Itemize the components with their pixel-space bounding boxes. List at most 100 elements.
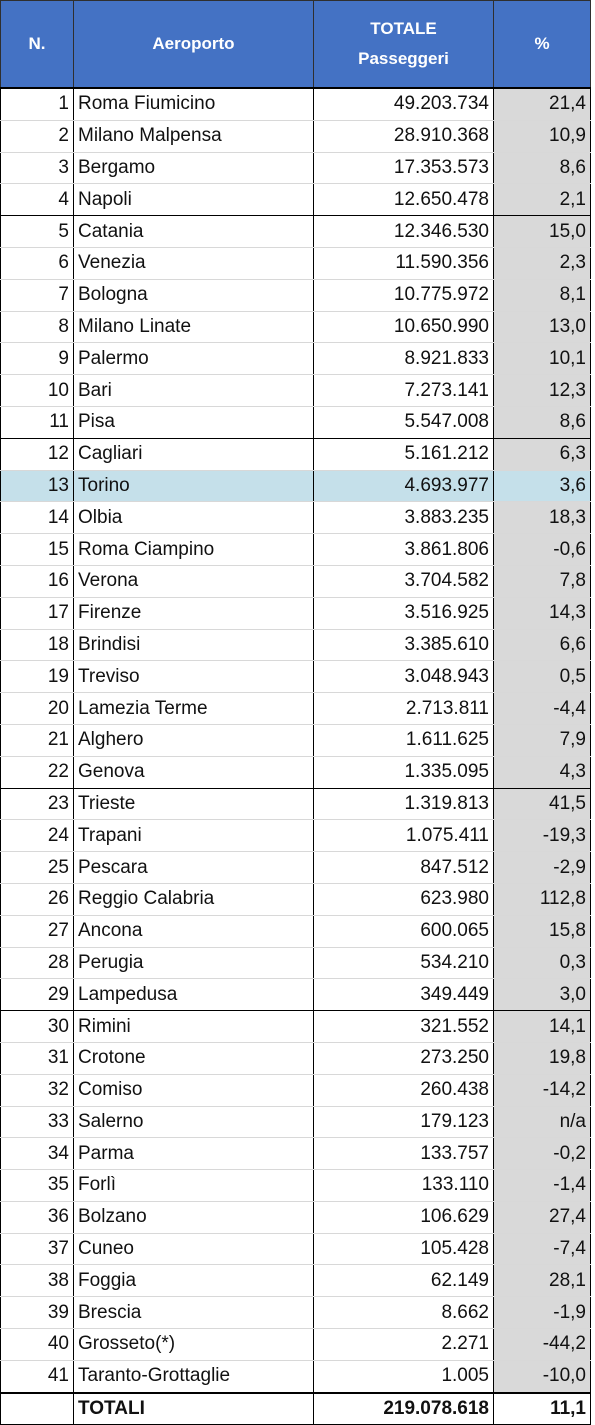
rank-cell: 17 [0,597,74,630]
passengers-cell: 17.353.573 [313,152,494,185]
passengers-cell: 49.203.734 [313,86,494,121]
passengers-cell: 534.210 [313,947,494,980]
percent-change-cell: 8,6 [493,406,591,439]
airport-name-cell: Bologna [73,279,314,312]
header-total-line2: Passeggeri [358,49,449,68]
passengers-cell: 3.048.943 [313,660,494,694]
percent-change-cell: -4,4 [493,692,591,725]
totals-rank-cell [0,1391,74,1425]
passengers-cell: 273.250 [313,1042,494,1075]
airport-name-cell: Palermo [73,342,314,376]
percent-change-cell: 6,3 [493,438,591,471]
percent-change-cell: -1,9 [493,1296,591,1330]
rank-cell: 31 [0,1042,74,1075]
airport-name-cell: Grosseto(*) [73,1328,314,1361]
passengers-cell: 133.757 [313,1137,494,1171]
percent-change-cell: 4,3 [493,756,591,789]
percent-change-cell: 15,0 [493,215,591,248]
passengers-cell: 3.516.925 [313,597,494,630]
table-row: 20 Lamezia Terme 2.713.811 -4,4 [0,692,591,725]
rank-cell: 37 [0,1233,74,1266]
percent-change-cell: 15,8 [493,915,591,948]
table-row: 40 Grosseto(*) 2.271 -44,2 [0,1328,591,1361]
rank-cell: 19 [0,660,74,694]
passengers-cell: 600.065 [313,915,494,948]
table-row: 21 Alghero 1.611.625 7,9 [0,724,591,757]
airport-name-cell: Venezia [73,247,314,280]
table-body: 1 Roma Fiumicino 49.203.734 21,4 2 Milano Mal… [0,86,591,1425]
table-row: 8 Milano Linate 10.650.990 13,0 [0,311,591,344]
passengers-cell: 11.590.356 [313,247,494,280]
table-row: 3 Bergamo 17.353.573 8,6 [0,152,591,185]
percent-change-cell: 14,3 [493,597,591,630]
percent-change-cell: 7,8 [493,565,591,598]
rank-cell: 29 [0,978,74,1012]
header-total-passengers: TOTALE Passeggeri [313,0,494,89]
percent-change-cell: 14,1 [493,1010,591,1043]
table-row: 5 Catania 12.346.530 15,0 [0,215,591,248]
totals-label-cell: TOTALI [73,1391,314,1425]
airport-name-cell: Reggio Calabria [73,883,314,916]
table-row: 27 Ancona 600.065 15,8 [0,915,591,948]
table-row: 41 Taranto-Grottaglie 1.005 -10,0 [0,1360,591,1394]
percent-change-cell: 112,8 [493,883,591,916]
percent-change-cell: 19,8 [493,1042,591,1075]
table-row: 10 Bari 7.273.141 12,3 [0,374,591,407]
airport-name-cell: Cuneo [73,1233,314,1266]
rank-cell: 14 [0,501,74,535]
airport-name-cell: Milano Linate [73,311,314,344]
header-row: N. Aeroporto TOTALE Passeggeri % [0,0,591,89]
rank-cell: 34 [0,1137,74,1171]
airport-name-cell: Alghero [73,724,314,757]
header-total-line1: TOTALE [370,19,437,38]
airport-name-cell: Trapani [73,819,314,853]
rank-cell: 15 [0,533,74,566]
table-row: 18 Brindisi 3.385.610 6,6 [0,629,591,662]
airport-name-cell: Cagliari [73,438,314,471]
airport-name-cell: Trieste [73,788,314,821]
airport-name-cell: Bari [73,374,314,407]
passengers-cell: 179.123 [313,1106,494,1139]
airport-name-cell: Napoli [73,183,314,217]
table-row: 24 Trapani 1.075.411 -19,3 [0,819,591,853]
airport-name-cell: Bolzano [73,1201,314,1234]
passengers-cell: 105.428 [313,1233,494,1266]
airport-name-cell: Catania [73,215,314,248]
passengers-cell: 4.693.977 [313,470,494,503]
table-row: 32 Comiso 260.438 -14,2 [0,1074,591,1107]
passengers-cell: 1.611.625 [313,724,494,757]
airport-name-cell: Pescara [73,851,314,884]
totals-row: TOTALI 219.078.618 11,1 [0,1391,591,1425]
airport-name-cell: Parma [73,1137,314,1171]
percent-change-cell: -1,4 [493,1169,591,1202]
rank-cell: 1 [0,86,74,121]
airport-name-cell: Torino [73,470,314,503]
airport-name-cell: Brescia [73,1296,314,1330]
rank-cell: 32 [0,1074,74,1107]
totals-passengers-cell: 219.078.618 [313,1391,494,1425]
table-row: 33 Salerno 179.123 n/a [0,1106,591,1139]
airport-name-cell: Lamezia Terme [73,692,314,725]
table-row: 15 Roma Ciampino 3.861.806 -0,6 [0,533,591,566]
rank-cell: 2 [0,120,74,153]
table-row: 23 Trieste 1.319.813 41,5 [0,788,591,821]
rank-cell: 40 [0,1328,74,1361]
percent-change-cell: 8,1 [493,279,591,312]
rank-cell: 6 [0,247,74,280]
table-row: 2 Milano Malpensa 28.910.368 10,9 [0,120,591,153]
table-row: 35 Forlì 133.110 -1,4 [0,1169,591,1202]
rank-cell: 20 [0,692,74,725]
rank-cell: 30 [0,1010,74,1043]
percent-change-cell: -7,4 [493,1233,591,1266]
airport-name-cell: Lampedusa [73,978,314,1012]
passengers-cell: 3.883.235 [313,501,494,535]
rank-cell: 9 [0,342,74,376]
percent-change-cell: -14,2 [493,1074,591,1107]
percent-change-cell: 0,5 [493,660,591,694]
airport-name-cell: Salerno [73,1106,314,1139]
rank-cell: 16 [0,565,74,598]
passengers-cell: 847.512 [313,851,494,884]
table-row: 1 Roma Fiumicino 49.203.734 21,4 [0,86,591,121]
header-percent: % [493,0,591,89]
